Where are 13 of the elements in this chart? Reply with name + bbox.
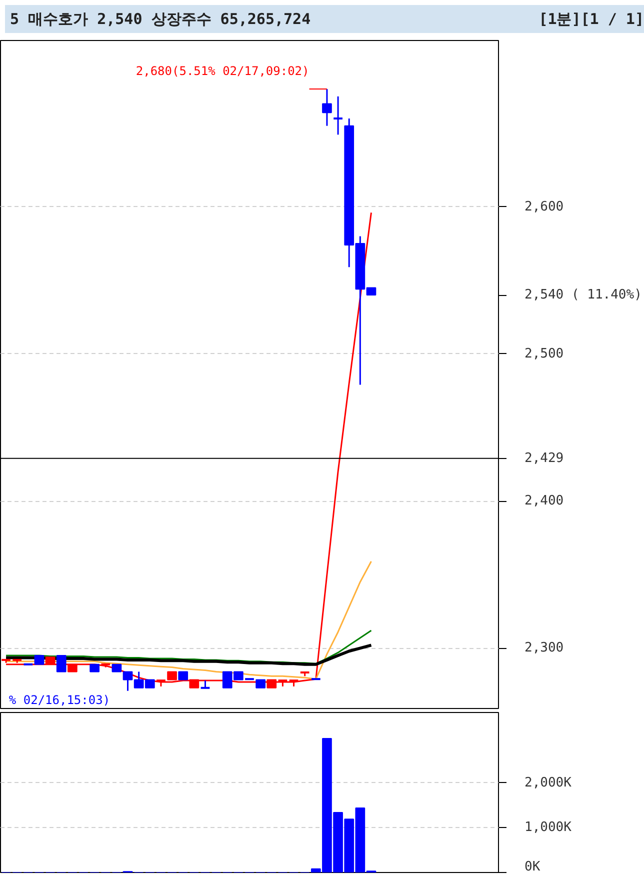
text: [1분][1 / 1] bbox=[538, 9, 644, 30]
ref-line-label: 2,429 bbox=[524, 450, 564, 466]
chart-title: 5 매수호가 2,540 상장주수 65,265,724 bbox=[10, 9, 311, 30]
annotation: % 02/16,15:03) bbox=[8, 692, 110, 707]
y-tick-label: 2,000K bbox=[524, 775, 572, 790]
annotation: 2,680(5.51% 02/17,09:02) bbox=[136, 64, 310, 78]
y-tick-label: 1,000K bbox=[524, 820, 572, 836]
y-tick-label: 2,500 bbox=[524, 346, 564, 362]
y-tick-label: 2,600 bbox=[524, 199, 564, 214]
y-tick-label: 2,300 bbox=[524, 640, 564, 656]
y-tick-label: 0K bbox=[524, 860, 540, 874]
text: 2,540 ( 11.40%) bbox=[524, 288, 642, 303]
y-tick-label: 2,400 bbox=[524, 494, 564, 509]
